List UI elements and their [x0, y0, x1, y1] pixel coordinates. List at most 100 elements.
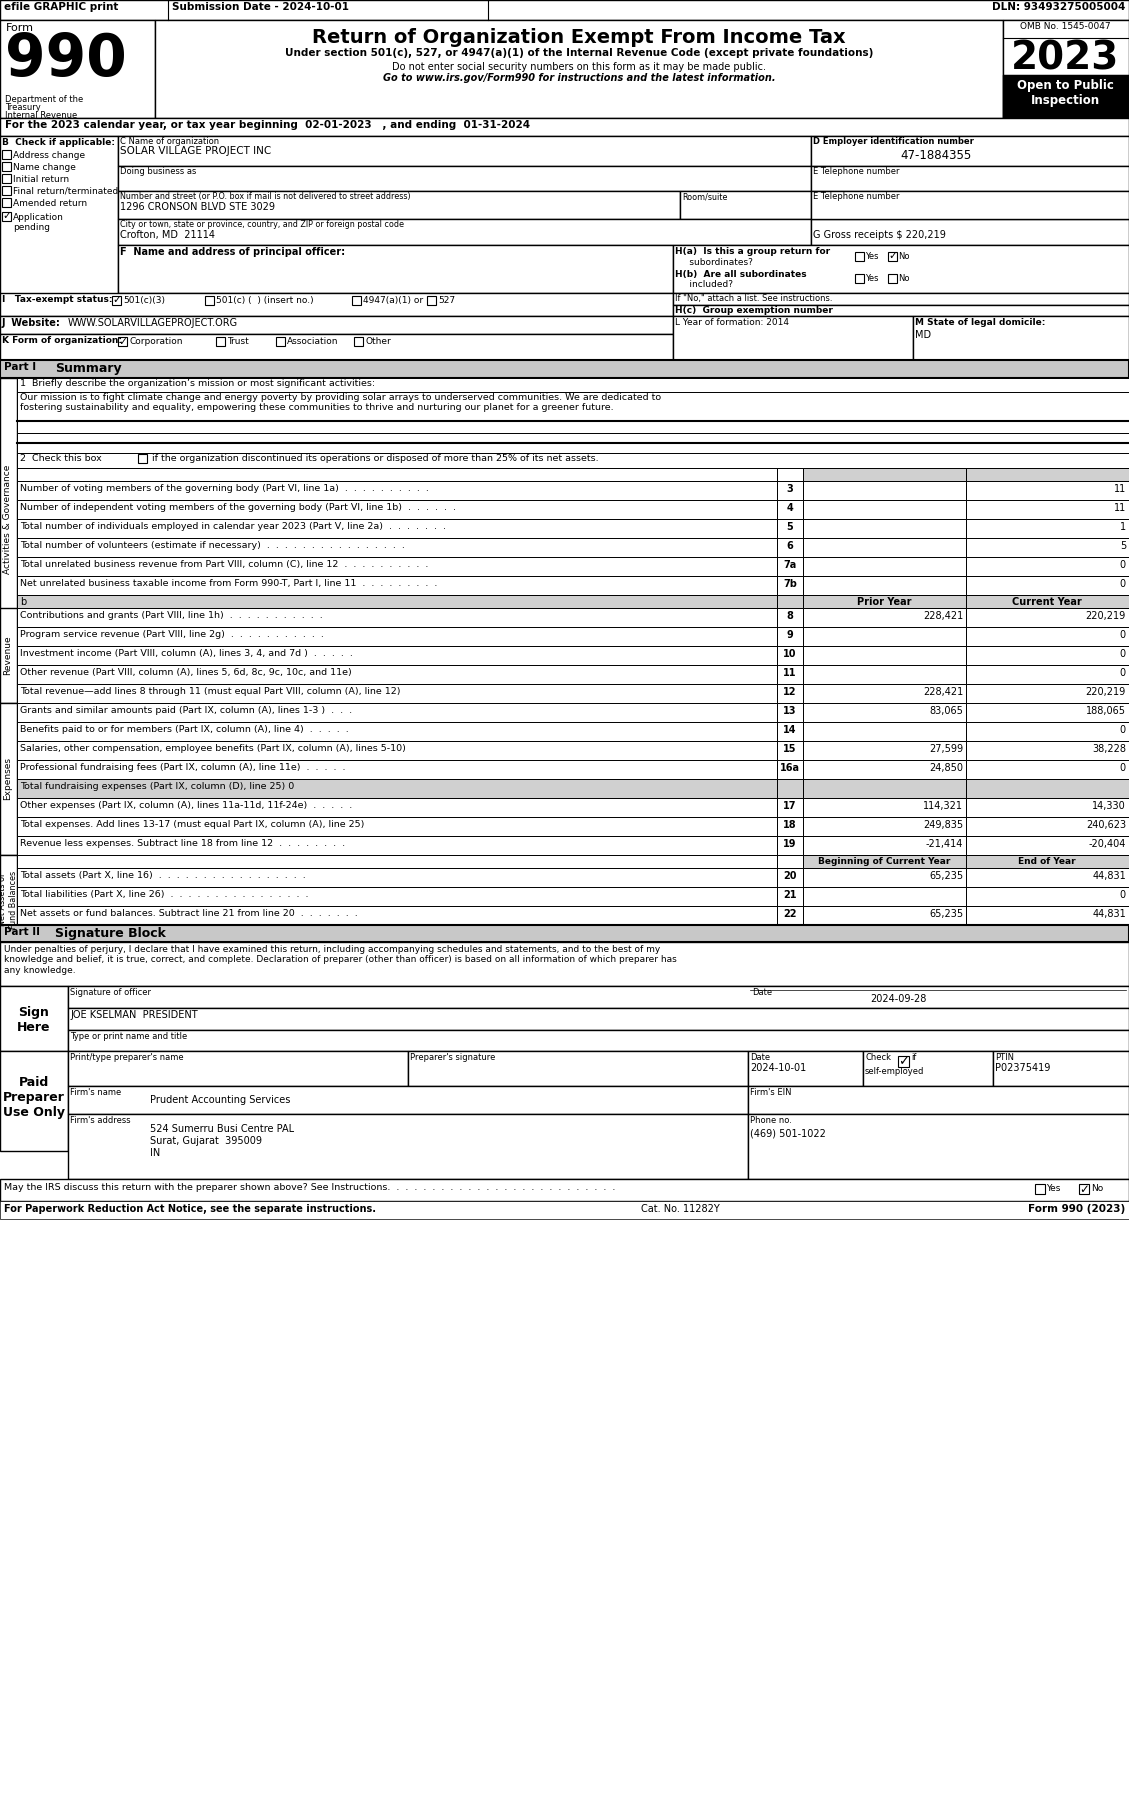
Text: 19: 19: [784, 840, 797, 849]
Bar: [777, 886, 803, 906]
Bar: [966, 683, 1129, 703]
Bar: [17, 836, 777, 856]
Text: Total unrelated business revenue from Part VIII, column (C), line 12  .  .  .  .: Total unrelated business revenue from Pa…: [20, 559, 428, 568]
Bar: [673, 245, 1129, 293]
Bar: [777, 683, 803, 703]
Bar: [119, 191, 680, 219]
Bar: [17, 538, 777, 557]
Text: May the IRS discuss this return with the preparer shown above? See Instructions.: May the IRS discuss this return with the…: [5, 1183, 615, 1192]
Text: Preparer's signature: Preparer's signature: [410, 1054, 496, 1063]
Text: 228,421: 228,421: [922, 687, 963, 698]
Text: Doing business as: Doing business as: [120, 167, 196, 176]
Bar: [966, 608, 1129, 628]
Text: K Form of organization:: K Form of organization:: [2, 336, 122, 345]
Bar: [777, 779, 803, 798]
Bar: [898, 1055, 909, 1066]
Text: Amended return: Amended return: [14, 198, 87, 207]
Text: Total number of volunteers (estimate if necessary)  .  .  .  .  .  .  .  .  .  .: Total number of volunteers (estimate if …: [20, 541, 405, 550]
Text: 7a: 7a: [784, 559, 797, 570]
Bar: [777, 723, 803, 741]
Bar: [966, 645, 1129, 665]
Bar: [966, 538, 1129, 557]
Text: 2024-10-01: 2024-10-01: [750, 1063, 806, 1073]
Bar: [2, 149, 11, 158]
Text: Final return/terminated: Final return/terminated: [14, 187, 119, 196]
Bar: [966, 665, 1129, 683]
Text: Under section 501(c), 527, or 4947(a)(1) of the Internal Revenue Code (except pr: Under section 501(c), 527, or 4947(a)(1)…: [285, 49, 873, 58]
Bar: [811, 191, 1129, 219]
Bar: [17, 816, 777, 836]
Text: 0: 0: [1120, 669, 1126, 678]
Text: Under penalties of perjury, I declare that I have examined this return, includin: Under penalties of perjury, I declare th…: [5, 946, 676, 975]
Text: 38,228: 38,228: [1092, 744, 1126, 753]
Text: Department of the: Department of the: [5, 95, 84, 104]
Text: Total assets (Part X, line 16)  .  .  .  .  .  .  .  .  .  .  .  .  .  .  .  .  : Total assets (Part X, line 16) . . . . .…: [20, 870, 306, 879]
Text: Beginning of Current Year: Beginning of Current Year: [817, 858, 951, 867]
Bar: [68, 1115, 749, 1179]
Bar: [777, 816, 803, 836]
Bar: [17, 595, 777, 608]
Text: 44,831: 44,831: [1092, 910, 1126, 919]
Text: SOLAR VILLAGE PROJECT INC: SOLAR VILLAGE PROJECT INC: [120, 146, 271, 156]
Bar: [803, 868, 966, 886]
Text: Submission Date - 2024-10-01: Submission Date - 2024-10-01: [172, 2, 349, 13]
Text: 990: 990: [5, 31, 126, 88]
Bar: [966, 779, 1129, 798]
Text: Prudent Accounting Services: Prudent Accounting Services: [150, 1095, 290, 1106]
Text: Net unrelated business taxable income from Form 990-T, Part I, line 11  .  .  . : Net unrelated business taxable income fr…: [20, 579, 437, 588]
Bar: [408, 1052, 749, 1086]
Bar: [777, 595, 803, 608]
Bar: [673, 293, 1129, 306]
Text: fostering sustainability and equality, empowering these communities to thrive an: fostering sustainability and equality, e…: [20, 403, 614, 412]
Text: Corporation: Corporation: [129, 336, 183, 345]
Text: If "No," attach a list. See instructions.: If "No," attach a list. See instructions…: [675, 295, 832, 304]
Text: Form: Form: [6, 23, 34, 32]
Text: 501(c)(3): 501(c)(3): [123, 297, 165, 306]
Text: 188,065: 188,065: [1086, 707, 1126, 716]
Text: Print/type preparer's name: Print/type preparer's name: [70, 1054, 184, 1063]
Text: Grants and similar amounts paid (Part IX, column (A), lines 1-3 )  .  .  .: Grants and similar amounts paid (Part IX…: [20, 707, 352, 716]
Text: 501(c) (  ) (insert no.): 501(c) ( ) (insert no.): [216, 297, 314, 306]
Bar: [17, 500, 777, 520]
Bar: [119, 165, 811, 191]
Text: Crofton, MD  21114: Crofton, MD 21114: [120, 230, 215, 239]
Text: b: b: [20, 597, 26, 608]
Bar: [803, 816, 966, 836]
Bar: [17, 557, 777, 575]
Text: Do not enter social security numbers on this form as it may be made public.: Do not enter social security numbers on …: [392, 61, 765, 72]
Text: 5: 5: [787, 521, 794, 532]
Bar: [17, 467, 777, 482]
Text: D Employer identification number: D Employer identification number: [813, 137, 974, 146]
Bar: [777, 798, 803, 816]
Bar: [803, 500, 966, 520]
Bar: [68, 1009, 1129, 1030]
Bar: [777, 520, 803, 538]
Bar: [803, 538, 966, 557]
Text: Activities & Governance: Activities & Governance: [3, 464, 12, 574]
Text: For the 2023 calendar year, or tax year beginning  02-01-2023   , and ending  01: For the 2023 calendar year, or tax year …: [5, 120, 531, 129]
Text: 1  Briefly describe the organization’s mission or most significant activities:: 1 Briefly describe the organization’s mi…: [20, 379, 375, 388]
Text: No: No: [1091, 1185, 1103, 1194]
Text: B  Check if applicable:: B Check if applicable:: [2, 138, 115, 147]
Bar: [680, 191, 811, 219]
Bar: [811, 165, 1129, 191]
Bar: [119, 336, 126, 345]
Text: 1: 1: [1120, 521, 1126, 532]
Bar: [17, 453, 1129, 467]
Text: 0: 0: [1120, 649, 1126, 660]
Text: Application
pending: Application pending: [14, 212, 64, 232]
Text: 220,219: 220,219: [1086, 611, 1126, 620]
Bar: [17, 906, 777, 924]
Text: 9: 9: [787, 629, 794, 640]
Bar: [17, 798, 777, 816]
Bar: [17, 683, 777, 703]
Text: Number of independent voting members of the governing body (Part VI, line 1b)  .: Number of independent voting members of …: [20, 503, 456, 512]
Bar: [0, 608, 17, 703]
Text: Total expenses. Add lines 13-17 (must equal Part IX, column (A), line 25): Total expenses. Add lines 13-17 (must eq…: [20, 820, 365, 829]
Bar: [777, 703, 803, 723]
Bar: [119, 137, 811, 165]
Bar: [777, 575, 803, 595]
Text: Firm's address: Firm's address: [70, 1117, 131, 1126]
Bar: [68, 985, 1129, 1009]
Bar: [0, 119, 1129, 137]
